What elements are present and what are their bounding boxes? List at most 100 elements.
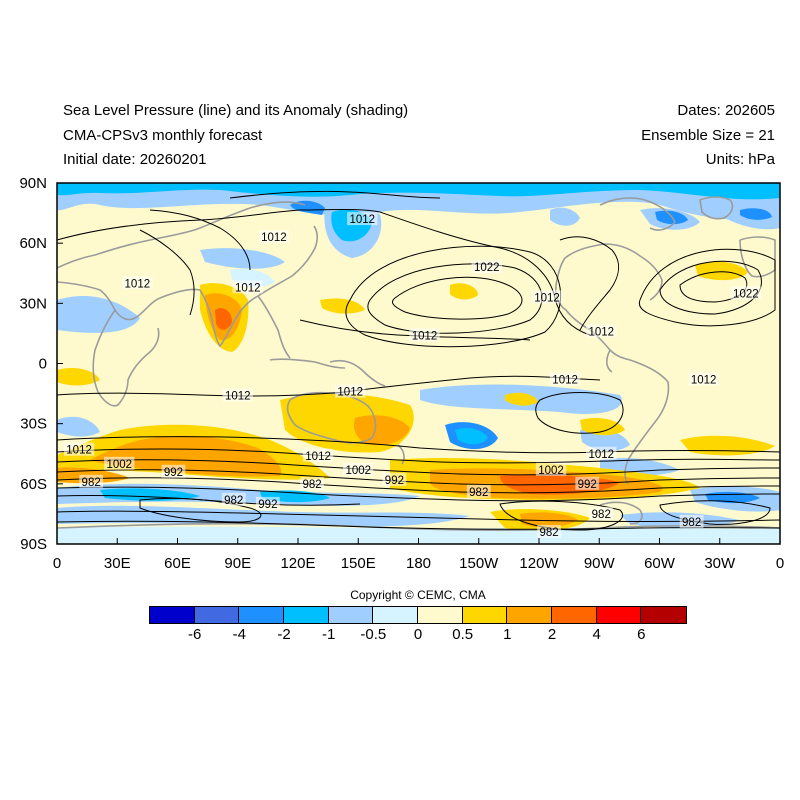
colorbar-swatch — [328, 607, 374, 623]
colorbar-swatch — [194, 607, 240, 623]
lon-tick-label: 30E — [104, 555, 131, 572]
contour-label-bg — [63, 442, 95, 456]
colorbar-swatch — [417, 607, 463, 623]
colorbar-label: 1 — [503, 626, 512, 643]
lon-tick-label: 90E — [224, 555, 251, 572]
units-label: Units: hPa — [705, 151, 775, 168]
contour-label-bg — [122, 276, 153, 290]
lat-tick-label: 60S — [20, 476, 47, 493]
contour-label-bg — [382, 472, 407, 486]
colorbar-label: -1 — [321, 626, 336, 643]
contour-label-bg — [258, 230, 290, 244]
colorbar-swatch — [462, 607, 508, 623]
contour-label: 982 — [224, 495, 243, 507]
contour-label: 1012 — [552, 375, 578, 387]
colorbar-label: 0.5 — [452, 626, 474, 643]
forecast-dates: Dates: 202605 — [677, 102, 775, 119]
contour-label-bg — [730, 286, 762, 300]
contour-label-bg — [679, 514, 704, 528]
colorbar-label: -4 — [232, 626, 246, 643]
lon-tick-label: 90W — [584, 555, 616, 572]
colorbar-label: -0.5 — [360, 626, 387, 643]
colorbar-label: 6 — [637, 626, 646, 643]
contour-label: 1012 — [534, 292, 560, 304]
latitude-axis: 90N 60N 30N 0 30S 60S 90S — [19, 175, 63, 553]
contour-label-bg — [343, 462, 374, 476]
contour-label: 982 — [682, 517, 701, 529]
contour-label: 1012 — [225, 391, 251, 403]
contour-label-bg — [535, 462, 567, 476]
contour-label-bg — [300, 476, 324, 490]
contour-label: 1002 — [538, 465, 564, 477]
lat-tick-label: 0 — [39, 356, 47, 373]
contour-label: 1002 — [345, 465, 371, 477]
lon-tick-label: 60E — [164, 555, 191, 572]
contour-label: 1012 — [261, 232, 287, 244]
contour-label: 992 — [385, 475, 404, 487]
colorbar-label: -6 — [187, 626, 202, 643]
longitude-axis: 0 30E 60E 90E 120E 150E 180 150W 120W 90W 60W 30W 0 — [53, 538, 784, 572]
lon-tick-label: 0 — [776, 555, 784, 572]
contour-label: 1012 — [588, 449, 614, 461]
figure-title: Sea Level Pressure (line) and its Anomal… — [63, 102, 409, 119]
contour-label: 1012 — [691, 375, 717, 387]
contour-label: 982 — [539, 527, 558, 539]
lat-tick-label: 30S — [20, 416, 47, 433]
model-name: CMA-CPSv3 monthly forecast — [63, 127, 263, 144]
colorbar-swatch — [373, 607, 418, 623]
contour-label: 992 — [164, 467, 183, 479]
initial-date: Initial date: 20260201 — [63, 151, 207, 168]
lat-tick-label: 90S — [20, 536, 47, 553]
lon-tick-label: 180 — [406, 555, 431, 572]
colorbar-swatch — [507, 607, 552, 623]
colorbar-swatch — [283, 607, 329, 623]
contour-label: 982 — [592, 509, 611, 521]
contour-label-bg — [466, 484, 491, 498]
contour-label-bg — [575, 476, 600, 490]
contour-label: 982 — [469, 487, 488, 499]
contour-label: 1012 — [305, 451, 331, 463]
negative-anomaly-shading — [57, 183, 780, 544]
contour-label-bg — [222, 388, 253, 402]
lon-tick-label: 120W — [519, 555, 559, 572]
colorbar-label: 2 — [547, 626, 557, 643]
contour-label: 1002 — [106, 459, 132, 471]
colorbar-label: 4 — [592, 626, 601, 643]
contour-labels: 1012 1012 1012 1012 1022 1012 1012 1022 1012 1012… — [63, 212, 762, 539]
contour-label: 1022 — [733, 288, 759, 300]
contour-label-bg — [531, 290, 563, 304]
contour-label-bg — [255, 496, 280, 510]
contour-label: 1012 — [125, 278, 151, 290]
slp-anomaly-map: 1012 1012 1012 1012 1022 1012 1012 1022 1012 1012… — [19, 175, 784, 572]
contour-label-bg — [409, 328, 440, 342]
contour-label-bg — [79, 474, 104, 488]
contour-label: 1012 — [588, 326, 614, 338]
contour-label: 1012 — [337, 387, 363, 399]
lon-tick-label: 30W — [704, 555, 736, 572]
contour-label-bg — [347, 212, 378, 226]
colorbar-label: -2 — [277, 626, 291, 643]
colorbar-label: 0 — [413, 626, 423, 643]
contour-label-bg — [589, 506, 614, 520]
contour-label: 1012 — [349, 214, 375, 226]
colorbar-swatch — [596, 607, 642, 623]
lon-tick-label: 0 — [53, 555, 61, 572]
ensemble-size: Ensemble Size = 21 — [641, 127, 775, 144]
lat-tick-label: 30N — [19, 295, 47, 312]
contour-label: 982 — [82, 477, 101, 489]
colorbar-swatch — [551, 607, 597, 623]
contour-label-bg — [232, 280, 263, 294]
contour-label-bg — [586, 446, 617, 460]
contour-label-bg — [688, 372, 719, 386]
contour-label: 992 — [578, 479, 597, 491]
contour-label: 992 — [258, 499, 277, 511]
contour-label-bg — [221, 492, 246, 506]
contour-label-bg — [537, 524, 561, 538]
colorbar-swatch — [239, 607, 284, 623]
contour-label-bg — [471, 260, 502, 274]
contour-label-bg — [161, 464, 186, 478]
lon-tick-label: 60W — [644, 555, 676, 572]
contour-label-bg — [586, 324, 617, 338]
contour-label: 1012 — [235, 282, 261, 294]
lon-tick-label: 150W — [459, 555, 499, 572]
